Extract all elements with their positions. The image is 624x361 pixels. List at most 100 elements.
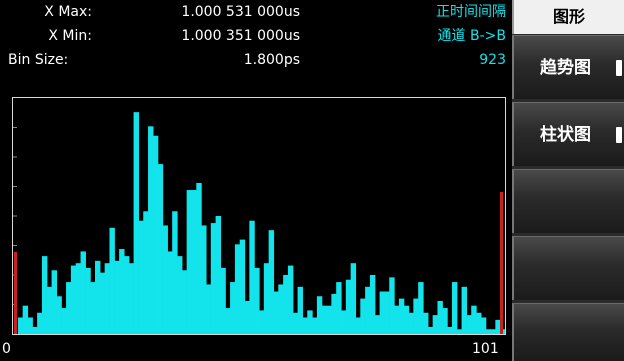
histogram-bar: [268, 230, 275, 334]
histogram-svg: [13, 112, 505, 334]
softkey-5[interactable]: [512, 303, 624, 361]
histogram-bar: [148, 126, 154, 334]
histogram-bar: [413, 298, 419, 334]
histogram-bar: [408, 312, 414, 334]
histogram-bar: [225, 308, 231, 334]
histogram-bar: [312, 317, 318, 334]
histogram-bar: [418, 282, 424, 334]
histogram-bar: [283, 275, 289, 334]
histogram-bar: [249, 220, 255, 334]
xmax-label: X Max:: [44, 4, 92, 20]
histogram-bar: [41, 256, 48, 334]
histogram-bar: [56, 296, 62, 334]
histogram-bar: [389, 277, 395, 334]
histogram-bar: [471, 305, 477, 334]
histogram-bar: [374, 315, 381, 334]
histogram-label: 柱状图: [540, 125, 591, 145]
histogram-bar: [369, 275, 376, 334]
count-label: 923: [479, 52, 506, 68]
histogram-bar: [61, 308, 67, 334]
histogram-bar: [157, 164, 164, 334]
histogram-bar: [331, 293, 337, 334]
histogram-bar: [215, 216, 222, 334]
histogram-bar: [85, 267, 91, 334]
histogram-bar: [259, 310, 265, 334]
trend-chart-indicator: [616, 60, 622, 76]
histogram-bar: [186, 190, 193, 334]
histogram-bar: [365, 286, 371, 334]
histogram-bar: [191, 190, 197, 334]
histogram-bar: [230, 282, 236, 334]
side-menu: 图形 趋势图 柱状图: [512, 0, 624, 361]
histogram-bar: [210, 223, 217, 334]
histogram-bar: [220, 267, 226, 334]
histogram-bar: [495, 319, 501, 334]
histogram-indicator: [616, 127, 622, 143]
histogram-bar: [379, 291, 386, 334]
histogram-bar: [297, 286, 304, 334]
histogram-bar: [143, 211, 149, 334]
histogram-bar: [114, 260, 120, 334]
histogram-bar: [398, 298, 405, 334]
histogram-bar: [403, 305, 410, 334]
histogram-bar: [152, 135, 159, 334]
xmax-value: 1.000 531 000us: [181, 4, 300, 20]
histogram-bar: [239, 239, 246, 334]
histogram-bar: [66, 282, 72, 334]
xmax-row: X Max: 1.000 531 000us 正时间间隔: [0, 0, 512, 24]
histogram-bar: [128, 263, 135, 334]
x-axis-max-label: 101: [472, 341, 499, 357]
histogram-bar: [360, 298, 366, 334]
histogram-bar: [490, 329, 496, 334]
menu-header: 图形: [512, 0, 624, 34]
bin-value: 1.800ps: [243, 52, 300, 68]
histogram-bar: [51, 270, 58, 334]
histogram-bar: [263, 263, 270, 334]
histogram-bar: [427, 326, 434, 334]
histogram-bar: [355, 317, 361, 334]
histogram-bar: [394, 305, 400, 334]
histogram-bar: [75, 263, 82, 334]
histogram-bar: [480, 317, 487, 334]
histogram-bar: [109, 227, 115, 334]
histogram-bar: [234, 244, 241, 334]
histogram-bar: [201, 225, 207, 334]
softkey-4[interactable]: [512, 236, 624, 300]
bin-label: Bin Size:: [8, 52, 69, 68]
left-cursor-marker: [14, 252, 17, 334]
histogram-bar: [177, 256, 183, 334]
trend-chart-label: 趋势图: [540, 58, 591, 78]
histogram-bar: [302, 317, 308, 334]
histogram-bar: [32, 326, 38, 334]
histogram-bar: [123, 256, 130, 334]
histogram-plot: [12, 97, 506, 335]
histogram-bar: [287, 265, 294, 334]
histogram-bar: [456, 329, 463, 334]
histogram-bar: [476, 312, 482, 334]
histogram-bar: [307, 310, 313, 334]
histogram-bar: [196, 182, 202, 334]
histogram-bar: [95, 260, 101, 334]
softkey-3[interactable]: [512, 169, 624, 233]
xmin-row: X Min: 1.000 351 000us 通道 B->B: [0, 24, 512, 48]
histogram-bar: [292, 312, 299, 334]
right-cursor-marker: [500, 192, 503, 334]
histogram-bar: [37, 312, 43, 334]
histogram-bar: [316, 296, 323, 334]
histogram-bar: [254, 267, 260, 334]
histogram-bar: [119, 249, 125, 334]
histogram-bar: [80, 251, 86, 334]
histogram-bar: [17, 317, 24, 334]
xmin-value: 1.000 351 000us: [181, 28, 300, 44]
histogram-button[interactable]: 柱状图: [512, 102, 624, 166]
histogram-bar: [181, 270, 188, 334]
x-axis-min-label: 0: [2, 341, 11, 357]
histogram-bar: [350, 263, 357, 334]
histogram-bar: [27, 317, 33, 334]
histogram-bar: [22, 305, 29, 334]
histogram-bar: [466, 315, 472, 334]
histogram-bar: [70, 265, 77, 334]
channel-label: 通道 B->B: [437, 28, 506, 44]
histogram-bar: [90, 282, 96, 334]
trend-chart-button[interactable]: 趋势图: [512, 35, 624, 99]
